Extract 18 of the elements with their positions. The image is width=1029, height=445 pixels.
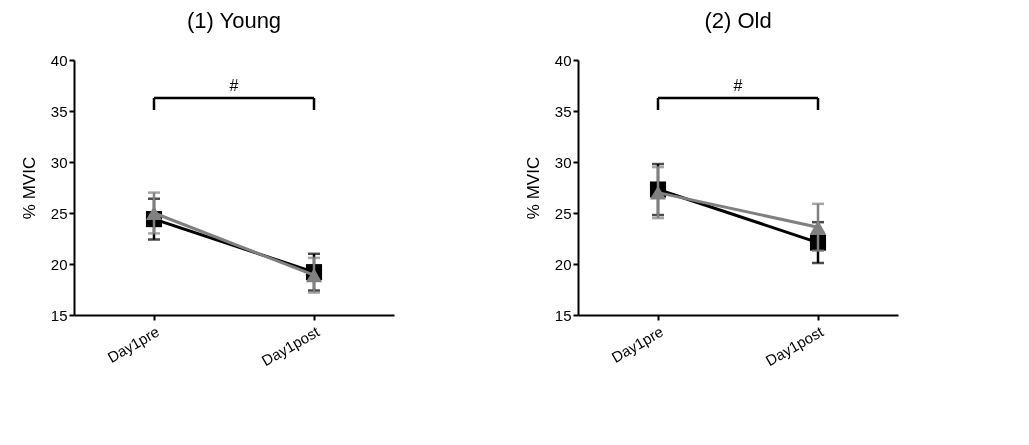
y-tick-label: 40 — [554, 51, 572, 69]
annotation: # — [229, 77, 239, 94]
y-tick-label: 15 — [554, 306, 572, 324]
y-axis-title: % MVIC — [523, 156, 543, 220]
y-tick-label: 40 — [50, 51, 68, 69]
chart-title: (1) Young — [186, 8, 282, 33]
y-tick-label: 25 — [50, 204, 68, 222]
y-tick-label: 30 — [554, 153, 572, 171]
y-tick-label: 30 — [50, 153, 68, 171]
chart-title: (2) Old — [704, 8, 772, 33]
annotation: # — [733, 77, 743, 94]
y-tick-label: 35 — [50, 102, 68, 120]
y-tick-label: 15 — [50, 306, 68, 324]
y-tick-label: 25 — [554, 204, 572, 222]
y-axis-title: % MVIC — [19, 156, 39, 220]
y-tick-label: 35 — [554, 102, 572, 120]
y-tick-label: 20 — [554, 255, 572, 273]
y-tick-label: 20 — [50, 255, 68, 273]
